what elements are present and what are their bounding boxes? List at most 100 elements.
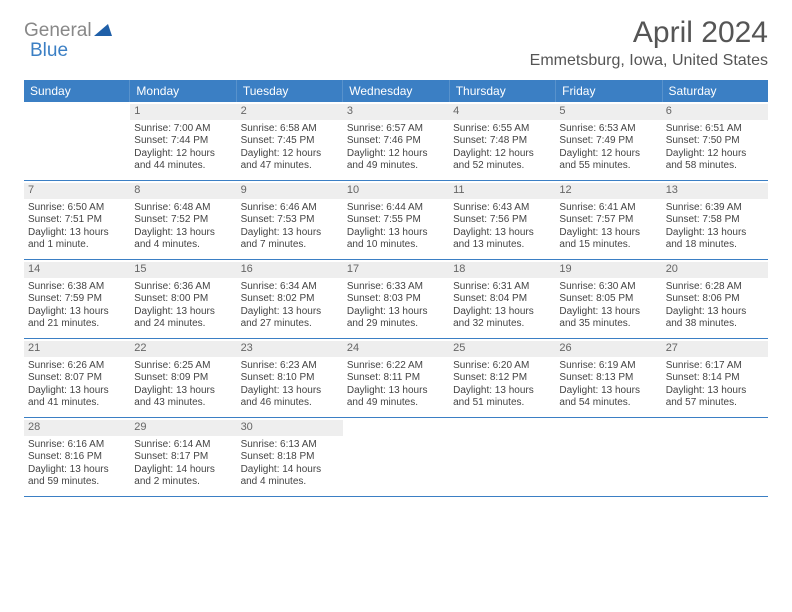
calendar-day: 22Sunrise: 6:25 AMSunset: 8:09 PMDayligh… bbox=[130, 339, 236, 417]
calendar-day: 9Sunrise: 6:46 AMSunset: 7:53 PMDaylight… bbox=[237, 181, 343, 259]
sunrise-line: Sunrise: 6:14 AM bbox=[134, 439, 232, 452]
calendar-day: 12Sunrise: 6:41 AMSunset: 7:57 PMDayligh… bbox=[555, 181, 661, 259]
day-number: 29 bbox=[130, 420, 236, 436]
daylight-line: Daylight: 13 hours and 13 minutes. bbox=[453, 227, 551, 252]
weekday-header: Friday bbox=[556, 80, 662, 102]
brand-blue: Blue bbox=[30, 40, 68, 62]
sunset-line: Sunset: 7:48 PM bbox=[453, 135, 551, 148]
calendar-day bbox=[555, 418, 661, 496]
day-number: 2 bbox=[237, 104, 343, 120]
calendar-day: 1Sunrise: 7:00 AMSunset: 7:44 PMDaylight… bbox=[130, 102, 236, 180]
daylight-line: Daylight: 13 hours and 7 minutes. bbox=[241, 227, 339, 252]
sunset-line: Sunset: 7:56 PM bbox=[453, 214, 551, 227]
calendar-day: 27Sunrise: 6:17 AMSunset: 8:14 PMDayligh… bbox=[662, 339, 768, 417]
sunrise-line: Sunrise: 6:28 AM bbox=[666, 281, 764, 294]
calendar-day: 28Sunrise: 6:16 AMSunset: 8:16 PMDayligh… bbox=[24, 418, 130, 496]
sunset-line: Sunset: 7:45 PM bbox=[241, 135, 339, 148]
daylight-line: Daylight: 13 hours and 18 minutes. bbox=[666, 227, 764, 252]
day-number: 10 bbox=[343, 183, 449, 199]
weekday-header: Saturday bbox=[663, 80, 768, 102]
sunrise-line: Sunrise: 6:57 AM bbox=[347, 123, 445, 136]
sunrise-line: Sunrise: 6:53 AM bbox=[559, 123, 657, 136]
sunrise-line: Sunrise: 6:30 AM bbox=[559, 281, 657, 294]
sunset-line: Sunset: 8:16 PM bbox=[28, 451, 126, 464]
location-label: Emmetsburg, Iowa, United States bbox=[530, 52, 768, 70]
sunset-line: Sunset: 7:57 PM bbox=[559, 214, 657, 227]
daylight-line: Daylight: 12 hours and 58 minutes. bbox=[666, 148, 764, 173]
sunset-line: Sunset: 8:11 PM bbox=[347, 372, 445, 385]
sunrise-line: Sunrise: 6:48 AM bbox=[134, 202, 232, 215]
daylight-line: Daylight: 13 hours and 41 minutes. bbox=[28, 385, 126, 410]
sunrise-line: Sunrise: 6:19 AM bbox=[559, 360, 657, 373]
day-number: 1 bbox=[130, 104, 236, 120]
day-number: 14 bbox=[24, 262, 130, 278]
daylight-line: Daylight: 12 hours and 52 minutes. bbox=[453, 148, 551, 173]
daylight-line: Daylight: 13 hours and 57 minutes. bbox=[666, 385, 764, 410]
sunrise-line: Sunrise: 6:51 AM bbox=[666, 123, 764, 136]
sunrise-line: Sunrise: 6:17 AM bbox=[666, 360, 764, 373]
sunset-line: Sunset: 8:04 PM bbox=[453, 293, 551, 306]
sunrise-line: Sunrise: 6:41 AM bbox=[559, 202, 657, 215]
calendar-day: 25Sunrise: 6:20 AMSunset: 8:12 PMDayligh… bbox=[449, 339, 555, 417]
daylight-line: Daylight: 12 hours and 55 minutes. bbox=[559, 148, 657, 173]
daylight-line: Daylight: 13 hours and 43 minutes. bbox=[134, 385, 232, 410]
calendar-day: 3Sunrise: 6:57 AMSunset: 7:46 PMDaylight… bbox=[343, 102, 449, 180]
daylight-line: Daylight: 14 hours and 2 minutes. bbox=[134, 464, 232, 489]
daylight-line: Daylight: 13 hours and 29 minutes. bbox=[347, 306, 445, 331]
sunset-line: Sunset: 7:58 PM bbox=[666, 214, 764, 227]
daylight-line: Daylight: 13 hours and 1 minute. bbox=[28, 227, 126, 252]
sunset-line: Sunset: 8:07 PM bbox=[28, 372, 126, 385]
day-number: 5 bbox=[555, 104, 661, 120]
day-number: 8 bbox=[130, 183, 236, 199]
daylight-line: Daylight: 12 hours and 49 minutes. bbox=[347, 148, 445, 173]
sunrise-line: Sunrise: 6:38 AM bbox=[28, 281, 126, 294]
daylight-line: Daylight: 13 hours and 27 minutes. bbox=[241, 306, 339, 331]
sunset-line: Sunset: 7:50 PM bbox=[666, 135, 764, 148]
day-number: 24 bbox=[343, 341, 449, 357]
weekday-header: Sunday bbox=[24, 80, 130, 102]
calendar-day: 18 Sunrise: 6:31 AMSunset: 8:04 PMDayligh… bbox=[449, 260, 555, 338]
calendar-day: 15Sunrise: 6:36 AMSunset: 8:00 PMDayligh… bbox=[130, 260, 236, 338]
day-number: 19 bbox=[555, 262, 661, 278]
daylight-line: Daylight: 13 hours and 51 minutes. bbox=[453, 385, 551, 410]
day-number: 6 bbox=[662, 104, 768, 120]
calendar-day: 10Sunrise: 6:44 AMSunset: 7:55 PMDayligh… bbox=[343, 181, 449, 259]
calendar-day: 24Sunrise: 6:22 AMSunset: 8:11 PMDayligh… bbox=[343, 339, 449, 417]
calendar-day: 29 Sunrise: 6:14 AMSunset: 8:17 PMDayligh… bbox=[130, 418, 236, 496]
sunset-line: Sunset: 8:17 PM bbox=[134, 451, 232, 464]
calendar-week: 7Sunrise: 6:50 AMSunset: 7:51 PMDaylight… bbox=[24, 181, 768, 260]
sunrise-line: Sunrise: 6:33 AM bbox=[347, 281, 445, 294]
calendar-day: 7Sunrise: 6:50 AMSunset: 7:51 PMDaylight… bbox=[24, 181, 130, 259]
weekday-header-row: SundayMondayTuesdayWednesdayThursdayFrid… bbox=[24, 80, 768, 102]
daylight-line: Daylight: 13 hours and 32 minutes. bbox=[453, 306, 551, 331]
calendar-week: 1Sunrise: 7:00 AMSunset: 7:44 PMDaylight… bbox=[24, 102, 768, 181]
sunset-line: Sunset: 8:03 PM bbox=[347, 293, 445, 306]
calendar-day: 13Sunrise: 6:39 AMSunset: 7:58 PMDayligh… bbox=[662, 181, 768, 259]
sunset-line: Sunset: 8:13 PM bbox=[559, 372, 657, 385]
sunrise-line: Sunrise: 6:58 AM bbox=[241, 123, 339, 136]
sunset-line: Sunset: 8:05 PM bbox=[559, 293, 657, 306]
day-number: 22 bbox=[130, 341, 236, 357]
sunrise-line: Sunrise: 6:23 AM bbox=[241, 360, 339, 373]
day-number: 18 bbox=[449, 262, 555, 278]
weekday-header: Monday bbox=[130, 80, 236, 102]
sunrise-line: Sunrise: 6:13 AM bbox=[241, 439, 339, 452]
day-number: 3 bbox=[343, 104, 449, 120]
calendar-day: 26Sunrise: 6:19 AMSunset: 8:13 PMDayligh… bbox=[555, 339, 661, 417]
sunrise-line: Sunrise: 6:31 AM bbox=[453, 281, 551, 294]
daylight-line: Daylight: 13 hours and 59 minutes. bbox=[28, 464, 126, 489]
sunrise-line: Sunrise: 6:46 AM bbox=[241, 202, 339, 215]
sunrise-line: Sunrise: 6:25 AM bbox=[134, 360, 232, 373]
sunset-line: Sunset: 8:02 PM bbox=[241, 293, 339, 306]
sunset-line: Sunset: 7:53 PM bbox=[241, 214, 339, 227]
calendar-weeks: 1Sunrise: 7:00 AMSunset: 7:44 PMDaylight… bbox=[24, 102, 768, 497]
day-number: 30 bbox=[237, 420, 343, 436]
day-number: 20 bbox=[662, 262, 768, 278]
calendar-week: 28Sunrise: 6:16 AMSunset: 8:16 PMDayligh… bbox=[24, 418, 768, 497]
sunset-line: Sunset: 7:49 PM bbox=[559, 135, 657, 148]
calendar: SundayMondayTuesdayWednesdayThursdayFrid… bbox=[24, 80, 768, 497]
daylight-line: Daylight: 13 hours and 49 minutes. bbox=[347, 385, 445, 410]
sunset-line: Sunset: 7:59 PM bbox=[28, 293, 126, 306]
sunset-line: Sunset: 7:44 PM bbox=[134, 135, 232, 148]
brand-general: General bbox=[24, 20, 92, 42]
